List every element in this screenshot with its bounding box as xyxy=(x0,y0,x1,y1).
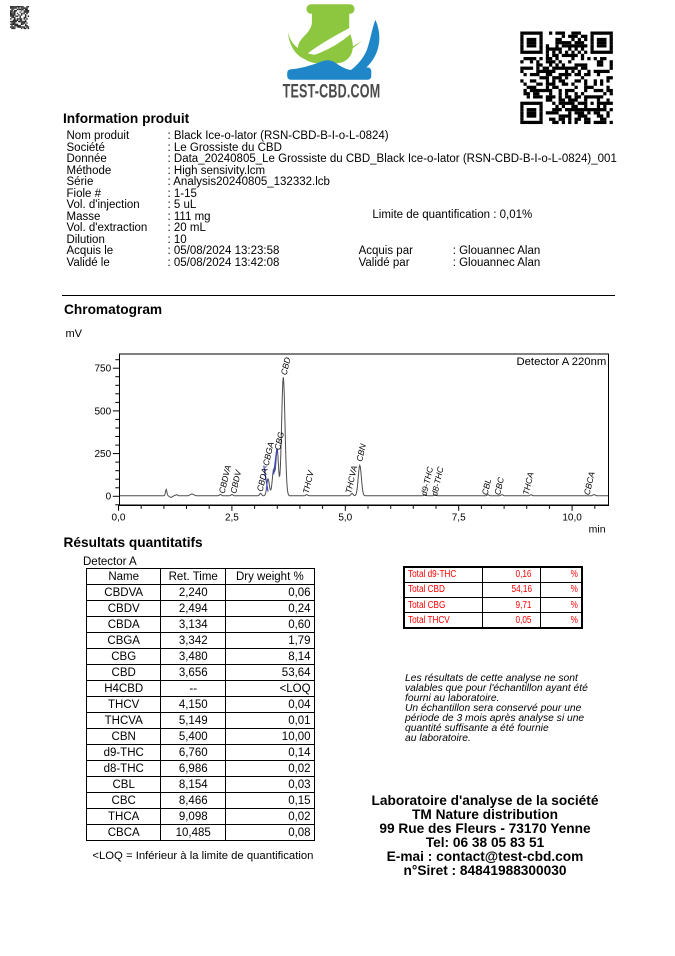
svg-text:Detector A 220nm: Detector A 220nm xyxy=(516,356,606,368)
svg-text:250: 250 xyxy=(95,449,112,460)
svg-text:THCA: THCA xyxy=(521,471,536,496)
svg-text:CBN: CBN xyxy=(354,442,368,463)
svg-text:750: 750 xyxy=(95,364,112,375)
svg-text:CBC: CBC xyxy=(492,475,506,496)
svg-text:0: 0 xyxy=(106,492,112,503)
svg-text:10,0: 10,0 xyxy=(562,513,582,524)
svg-text:2,5: 2,5 xyxy=(225,513,239,524)
svg-text:THCV: THCV xyxy=(301,468,316,494)
svg-text:TEST-CBD.COM: TEST-CBD.COM xyxy=(283,81,381,102)
svg-text:CBCA: CBCA xyxy=(582,470,597,496)
svg-text:CBD: CBD xyxy=(279,356,293,376)
svg-text:min: min xyxy=(589,524,606,536)
svg-text:CBL: CBL xyxy=(480,477,494,496)
svg-text:5,0: 5,0 xyxy=(338,513,352,524)
svg-text:500: 500 xyxy=(95,406,112,417)
svg-text:0,0: 0,0 xyxy=(112,513,126,524)
svg-text:7,5: 7,5 xyxy=(452,513,466,524)
svg-text:CBG: CBG xyxy=(272,430,286,451)
